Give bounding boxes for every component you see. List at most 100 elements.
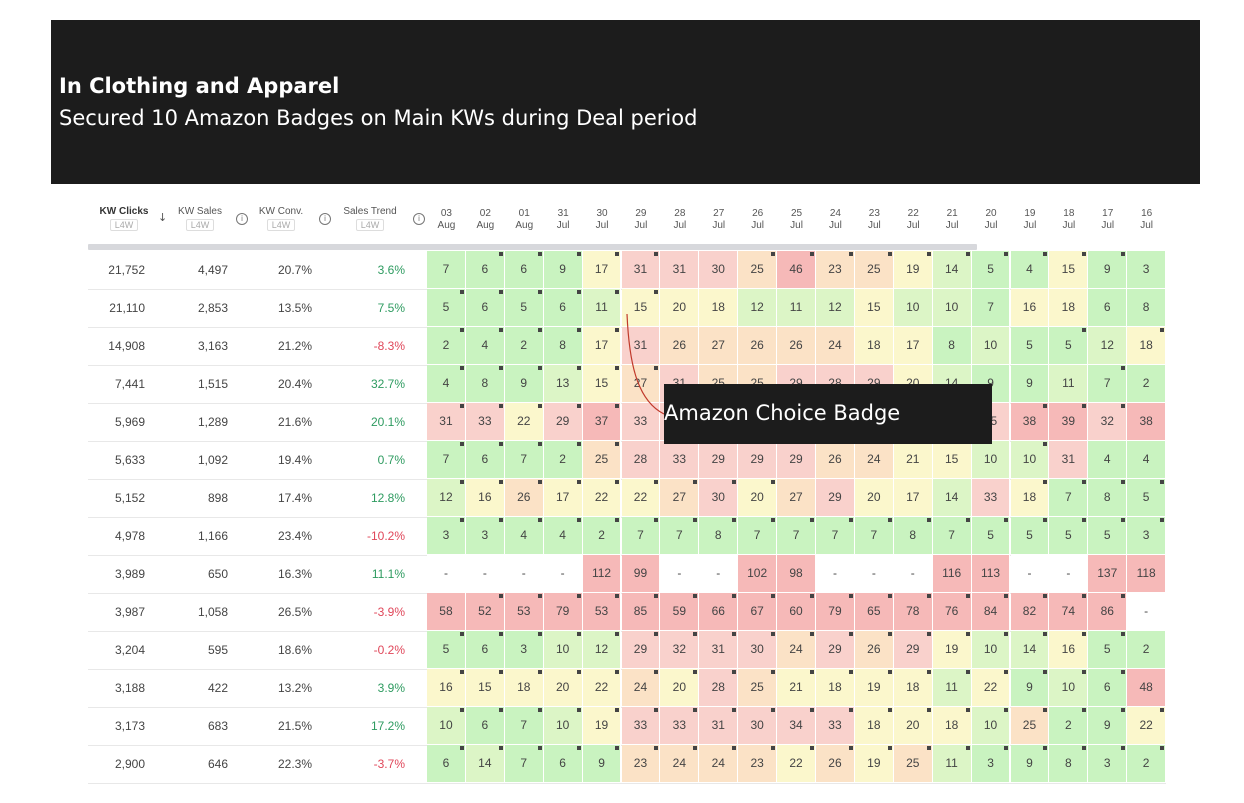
rank-cell[interactable]: 58	[427, 593, 466, 630]
rank-cell[interactable]: 8	[465, 365, 505, 402]
rank-cell[interactable]: 30	[699, 251, 739, 288]
table-row[interactable]: 7,441 1,515 20.4% 32.7% 4 8 9 13 15 27 31 25 25 29 28 2…	[88, 365, 1167, 404]
rank-cell[interactable]: 24	[660, 745, 700, 782]
rank-cell[interactable]: 10	[427, 707, 466, 744]
rank-cell[interactable]: 65	[854, 593, 894, 630]
rank-cell[interactable]: 20	[738, 479, 778, 516]
rank-cell[interactable]: 11	[932, 745, 972, 782]
rank-cell[interactable]: 30	[738, 631, 778, 668]
rank-cell[interactable]: 31	[699, 707, 739, 744]
rank-cell[interactable]: 18	[893, 669, 933, 706]
rank-cell[interactable]: 24	[854, 441, 894, 478]
rank-cell[interactable]: 3	[1127, 517, 1167, 554]
rank-cell[interactable]: 29	[893, 631, 933, 668]
rank-cell[interactable]: 6	[465, 289, 505, 326]
rank-cell[interactable]: 5	[504, 289, 544, 326]
rank-cell[interactable]: 9	[504, 365, 544, 402]
rank-cell[interactable]: 8	[699, 517, 739, 554]
rank-cell[interactable]: 79	[543, 593, 583, 630]
rank-cell[interactable]: -	[893, 555, 933, 592]
rank-cell[interactable]: 14	[932, 479, 972, 516]
rank-cell[interactable]: 22	[777, 745, 816, 782]
rank-cell[interactable]: 7	[504, 745, 544, 782]
table-row[interactable]: 14,908 3,163 21.2% -8.3% 2 4 2 8 17 31 26 27 26 26 24 1…	[88, 327, 1167, 366]
rank-cell[interactable]: 22	[582, 669, 622, 706]
rank-cell[interactable]: 29	[699, 441, 739, 478]
rank-cell[interactable]: 82	[1010, 593, 1050, 630]
rank-cell[interactable]: 2	[1049, 707, 1089, 744]
rank-cell[interactable]: 5	[1049, 327, 1089, 364]
rank-cell[interactable]: 18	[1127, 327, 1167, 364]
rank-cell[interactable]: 14	[465, 745, 505, 782]
rank-cell[interactable]: 10	[971, 707, 1011, 744]
rank-cell[interactable]: 12	[582, 631, 622, 668]
rank-cell[interactable]: 4	[543, 517, 583, 554]
rank-cell[interactable]: 27	[699, 327, 739, 364]
rank-cell[interactable]: 22	[1127, 707, 1167, 744]
rank-cell[interactable]: 18	[854, 707, 894, 744]
rank-cell[interactable]: 25	[738, 251, 778, 288]
rank-cell[interactable]: 6	[427, 745, 466, 782]
rank-cell[interactable]: 25	[854, 251, 894, 288]
rank-cell[interactable]: 5	[427, 631, 466, 668]
rank-cell[interactable]: 9	[543, 251, 583, 288]
rank-cell[interactable]: 15	[465, 669, 505, 706]
rank-cell[interactable]: 26	[660, 327, 700, 364]
rank-cell[interactable]: 7	[660, 517, 700, 554]
rank-cell[interactable]: 38	[1127, 403, 1167, 440]
rank-cell[interactable]: 9	[1010, 745, 1050, 782]
rank-cell[interactable]: 98	[777, 555, 816, 592]
rank-cell[interactable]: 2	[427, 327, 466, 364]
rank-cell[interactable]: 4	[1127, 441, 1167, 478]
rank-cell[interactable]: 11	[582, 289, 622, 326]
rank-cell[interactable]: 18	[816, 669, 855, 706]
rank-cell[interactable]: 25	[1010, 707, 1050, 744]
table-row[interactable]: 5,633 1,092 19.4% 0.7% 7 6 7 2 25 28 33 29 29 29 26 24 2…	[88, 441, 1167, 480]
rank-cell[interactable]: 76	[932, 593, 972, 630]
rank-cell[interactable]: 10	[1010, 441, 1050, 478]
rank-cell[interactable]: 18	[1010, 479, 1050, 516]
info-icon[interactable]: i	[236, 213, 248, 225]
rank-cell[interactable]: 3	[465, 517, 505, 554]
rank-cell[interactable]: 14	[1010, 631, 1050, 668]
rank-cell[interactable]: 29	[816, 631, 855, 668]
rank-cell[interactable]: 23	[816, 251, 855, 288]
rank-cell[interactable]: 29	[543, 403, 583, 440]
rank-cell[interactable]: 10	[893, 289, 933, 326]
rank-cell[interactable]: 8	[1088, 479, 1128, 516]
rank-cell[interactable]: 24	[699, 745, 739, 782]
rank-cell[interactable]: 18	[932, 707, 972, 744]
rank-cell[interactable]: 7	[816, 517, 855, 554]
rank-cell[interactable]: 11	[932, 669, 972, 706]
rank-cell[interactable]: 10	[971, 327, 1011, 364]
rank-cell[interactable]: 5	[971, 251, 1011, 288]
rank-cell[interactable]: 118	[1127, 555, 1167, 592]
rank-cell[interactable]: 5	[1127, 479, 1167, 516]
rank-cell[interactable]: 3	[1127, 251, 1167, 288]
rank-cell[interactable]: 7	[777, 517, 816, 554]
rank-cell[interactable]: 7	[621, 517, 661, 554]
rank-cell[interactable]: 19	[893, 251, 933, 288]
rank-cell[interactable]: 17	[543, 479, 583, 516]
header-sales-trend[interactable]: Sales Trend L4W	[338, 206, 402, 231]
rank-cell[interactable]: 29	[738, 441, 778, 478]
header-kw-clicks[interactable]: KW Clicks L4W	[96, 206, 152, 231]
rank-cell[interactable]: 6	[504, 251, 544, 288]
rank-cell[interactable]: 84	[971, 593, 1011, 630]
rank-cell[interactable]: 85	[621, 593, 661, 630]
rank-cell[interactable]: 29	[621, 631, 661, 668]
rank-cell[interactable]: 4	[465, 327, 505, 364]
rank-cell[interactable]: 14	[932, 251, 972, 288]
rank-cell[interactable]: -	[1010, 555, 1050, 592]
rank-cell[interactable]: 15	[932, 441, 972, 478]
rank-cell[interactable]: 10	[1049, 669, 1089, 706]
table-row[interactable]: 2,900 646 22.3% -3.7% 6 14 7 6 9 23 24 24 23 22 26 19 25…	[88, 745, 1167, 784]
rank-cell[interactable]: 53	[582, 593, 622, 630]
table-row[interactable]: 21,752 4,497 20.7% 3.6% 7 6 6 9 17 31 31 30 25 46 23 25…	[88, 251, 1167, 290]
rank-cell[interactable]: 16	[1049, 631, 1089, 668]
rank-cell[interactable]: 22	[582, 479, 622, 516]
rank-cell[interactable]: 4	[1010, 251, 1050, 288]
rank-cell[interactable]: -	[427, 555, 466, 592]
rank-cell[interactable]: 8	[543, 327, 583, 364]
rank-cell[interactable]: 5	[1088, 631, 1128, 668]
